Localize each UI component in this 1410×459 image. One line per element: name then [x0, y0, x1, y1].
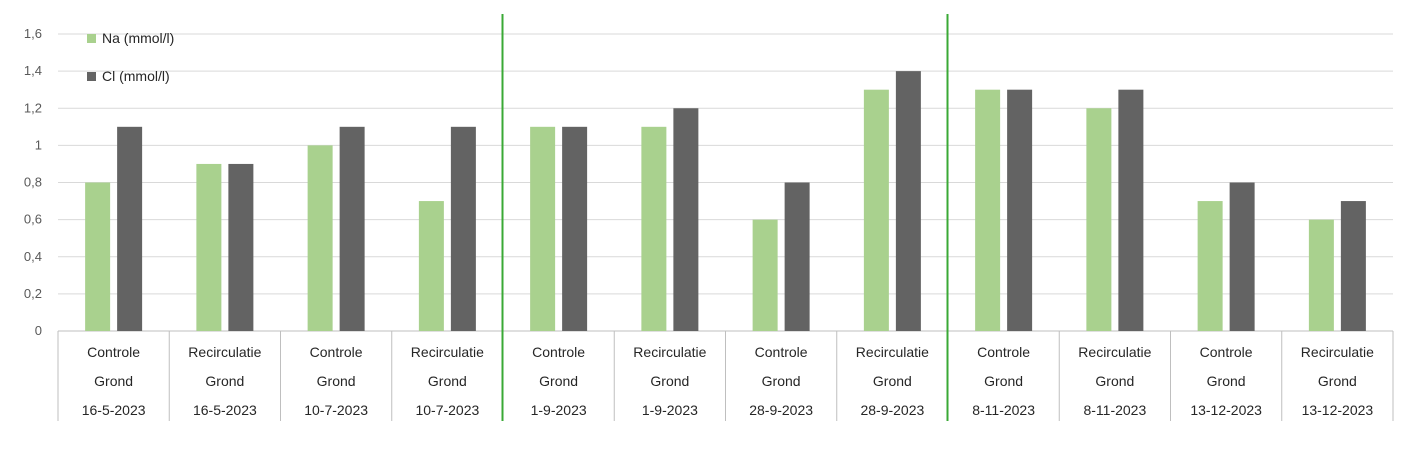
bar-cl — [1007, 89, 1033, 331]
category-label: Controle — [310, 344, 363, 360]
category-label: Recirculatie — [188, 344, 261, 360]
bar-na — [530, 126, 556, 331]
category-label: Recirculatie — [633, 344, 706, 360]
category-label: Recirculatie — [1301, 344, 1374, 360]
category-label: Recirculatie — [411, 344, 484, 360]
y-tick-label: 1 — [35, 137, 42, 152]
y-tick-label: 1,2 — [24, 100, 42, 115]
legend-swatch — [87, 72, 96, 81]
y-tick-label: 1,6 — [24, 26, 42, 41]
category-label: 1-9-2023 — [531, 402, 587, 418]
legend-label: Cl (mmol/l) — [102, 68, 170, 84]
bar-cl — [228, 163, 254, 331]
category-label: Grond — [428, 373, 467, 389]
legend-swatch — [87, 34, 96, 43]
bar-cl — [339, 126, 365, 331]
bar-cl — [117, 126, 143, 331]
y-tick-label: 0 — [35, 323, 42, 338]
category-label: 28-9-2023 — [860, 402, 924, 418]
category-label: 13-12-2023 — [1190, 402, 1262, 418]
category-label: 8-11-2023 — [972, 402, 1035, 418]
category-label: 16-5-2023 — [82, 402, 146, 418]
category-label: Controle — [1200, 344, 1253, 360]
bar-cl — [784, 182, 810, 331]
category-label: Controle — [977, 344, 1030, 360]
category-label: 1-9-2023 — [642, 402, 698, 418]
category-label: Grond — [762, 373, 801, 389]
bar-cl — [450, 126, 476, 331]
bar-na — [975, 89, 1001, 331]
bar-na — [752, 219, 778, 331]
bar-cl — [673, 108, 699, 331]
bar-cl — [895, 71, 921, 331]
y-tick-label: 1,4 — [24, 63, 42, 78]
bar-na — [1197, 201, 1223, 331]
category-label: 16-5-2023 — [193, 402, 257, 418]
bar-cl — [1118, 89, 1144, 331]
category-label: Grond — [205, 373, 244, 389]
category-label: 13-12-2023 — [1302, 402, 1374, 418]
category-label: Grond — [1207, 373, 1246, 389]
bar-na — [1308, 219, 1334, 331]
category-label: Controle — [87, 344, 140, 360]
category-label: Grond — [317, 373, 356, 389]
bar-na — [85, 182, 111, 331]
category-label: Recirculatie — [1078, 344, 1151, 360]
category-label: Grond — [1095, 373, 1134, 389]
category-label: Grond — [539, 373, 578, 389]
bar-na — [641, 126, 667, 331]
category-label: Grond — [94, 373, 133, 389]
bar-na — [863, 89, 889, 331]
y-tick-label: 0,6 — [24, 212, 42, 227]
bar-cl — [562, 126, 588, 331]
bar-na — [196, 163, 222, 331]
category-label: 28-9-2023 — [749, 402, 813, 418]
category-label: Controle — [532, 344, 585, 360]
category-label: Grond — [984, 373, 1023, 389]
legend-label: Na (mmol/l) — [102, 30, 174, 46]
category-label: Recirculatie — [856, 344, 929, 360]
bar-na — [418, 201, 444, 331]
y-tick-label: 0,2 — [24, 286, 42, 301]
category-label: Grond — [873, 373, 912, 389]
y-tick-label: 0,8 — [24, 175, 42, 190]
category-label: 10-7-2023 — [415, 402, 479, 418]
category-label: Grond — [1318, 373, 1357, 389]
bar-na — [307, 145, 333, 331]
category-label: 10-7-2023 — [304, 402, 368, 418]
category-label: Grond — [650, 373, 689, 389]
bar-cl — [1340, 201, 1366, 331]
bar-cl — [1229, 182, 1255, 331]
y-tick-label: 0,4 — [24, 249, 42, 264]
category-label: Controle — [755, 344, 808, 360]
category-label: 8-11-2023 — [1083, 402, 1146, 418]
bar-na — [1086, 108, 1112, 331]
